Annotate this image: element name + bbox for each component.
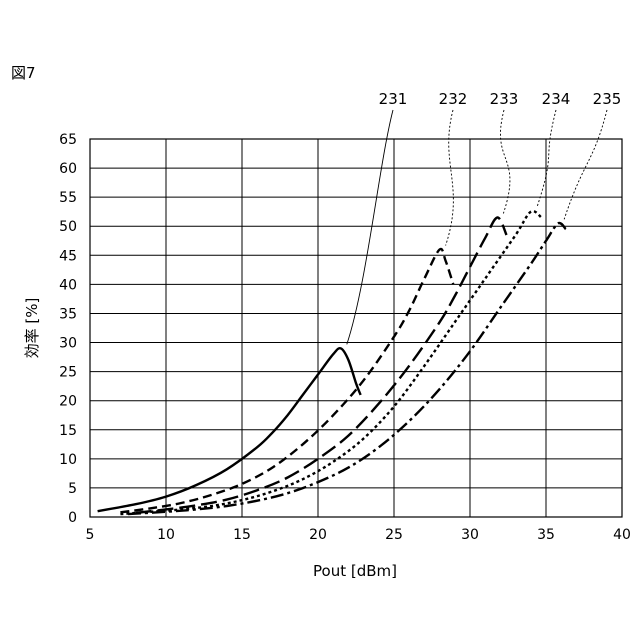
leader-line-232 [446,110,454,245]
series-label-232: 232 [439,90,468,108]
series-line-233 [136,217,507,512]
series-lines [98,211,566,514]
series-line-235 [128,223,566,514]
x-tick-label: 25 [385,527,403,543]
y-tick-label: 10 [59,452,77,468]
y-tick-label: 5 [68,481,77,497]
y-axis-label: 効率 [%] [23,298,41,359]
x-tick-label: 20 [309,527,327,543]
x-tick-label: 15 [233,527,251,543]
series-label-231: 231 [379,90,408,108]
callouts: 231 232 233 234 235 [347,90,622,344]
y-tick-label: 25 [59,365,77,381]
y-tick-label: 50 [59,219,77,235]
y-tick-label: 0 [68,510,77,526]
y-tick-label: 35 [59,306,77,322]
y-tick-label: 15 [59,423,77,439]
leader-line-231 [347,110,393,344]
x-tick-label: 5 [86,527,95,543]
tick-labels: 5101520253035400510152025303540455055606… [59,132,631,543]
leader-line-235 [564,110,607,219]
plot-frame [90,139,622,517]
leader-line-233 [500,110,509,214]
series-line-232 [120,249,453,512]
y-tick-label: 60 [59,161,77,177]
series-label-233: 233 [490,90,519,108]
x-tick-label: 30 [461,527,479,543]
x-axis-label: Pout [dBm] [313,562,397,580]
y-tick-label: 20 [59,394,77,410]
x-tick-label: 35 [537,527,555,543]
y-tick-label: 45 [59,248,77,264]
x-tick-label: 40 [613,527,631,543]
y-tick-label: 55 [59,190,77,206]
y-tick-label: 40 [59,277,77,293]
series-line-234 [120,211,541,514]
y-tick-label: 30 [59,336,77,352]
grid [90,139,622,517]
series-label-235: 235 [593,90,622,108]
x-tick-label: 10 [157,527,175,543]
y-tick-label: 65 [59,132,77,148]
series-label-234: 234 [542,90,571,108]
